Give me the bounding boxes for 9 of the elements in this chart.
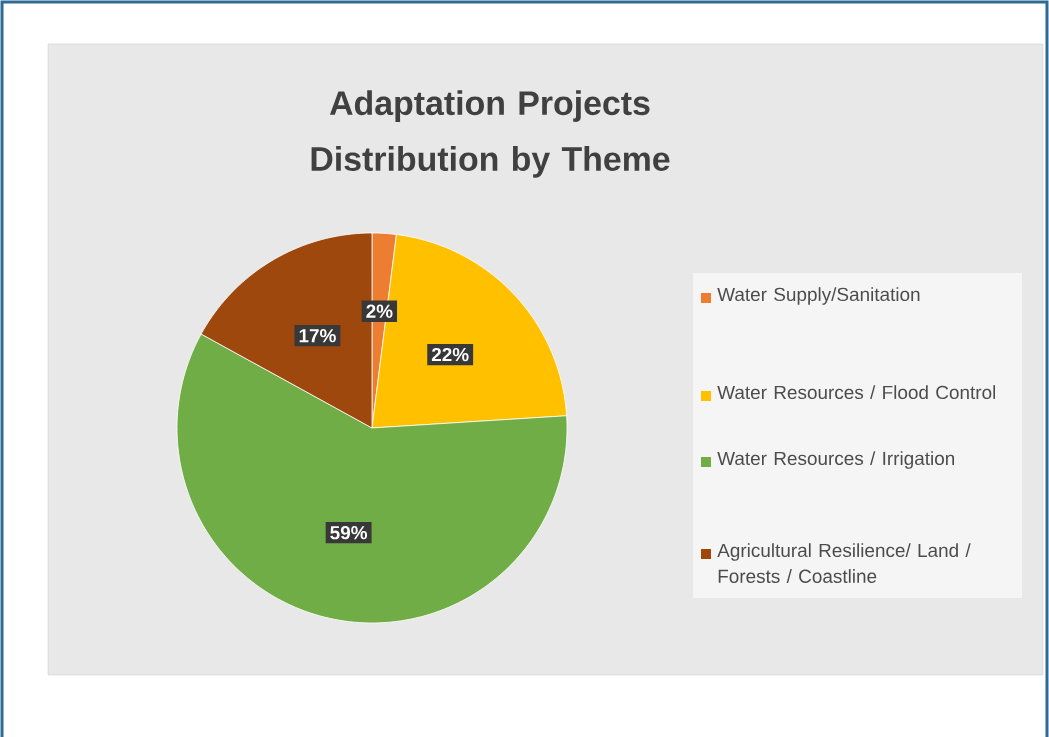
legend-label: Water Resources / Flood Control [717,385,996,400]
legend-label: Agricultural Resilience/ Land / Forests / Coastline [717,543,971,583]
data-label: 17% [299,329,336,343]
legend-label: Water Supply/Sanitation [717,287,920,305]
chart-title: Adaptation Projects Distribution by Theme [311,90,670,178]
data-label: 2% [366,304,393,318]
legend-label: Water Resources / Irrigation [717,451,955,469]
data-label: 59% [330,525,368,540]
data-label: 22% [431,347,469,362]
